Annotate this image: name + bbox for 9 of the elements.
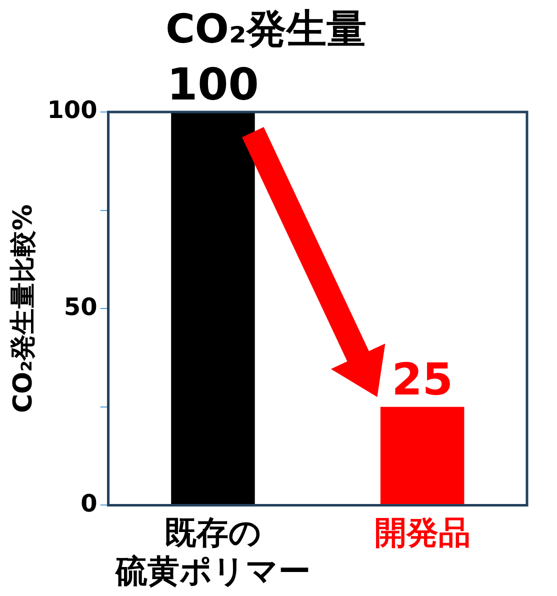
data-label: 25 [392, 354, 453, 406]
y-axis-title: CO₂発生量比較% [8, 204, 38, 413]
chart-title: CO₂発生量 [166, 6, 366, 52]
y-tick-label: 100 [47, 96, 98, 124]
y-tick-label: 0 [80, 489, 98, 518]
data-label: 100 [167, 59, 259, 110]
x-tick-label: 既存の硫黄ポリマー [114, 514, 310, 590]
x-tick-label: 開発品 [374, 514, 470, 552]
y-tick-label: 50 [64, 292, 98, 321]
